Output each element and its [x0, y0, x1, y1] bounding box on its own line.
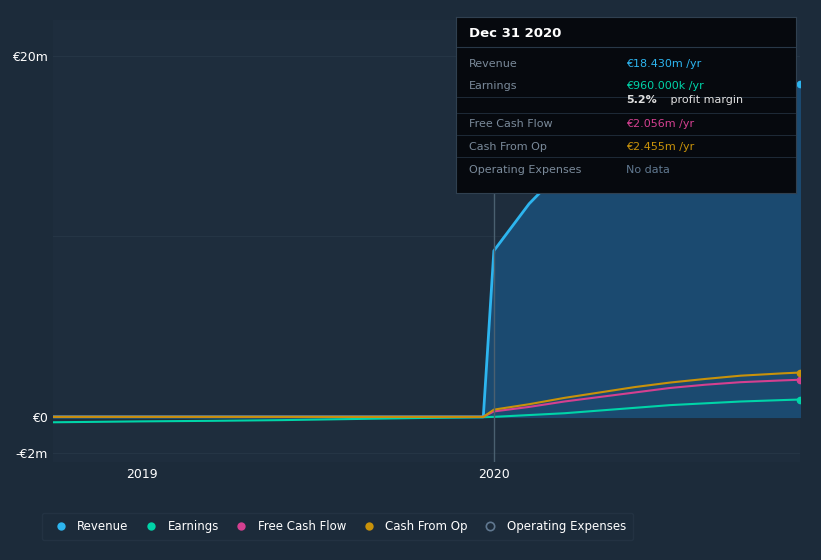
Text: Earnings: Earnings [470, 81, 518, 91]
Text: Operating Expenses: Operating Expenses [470, 165, 581, 175]
Text: €2.455m /yr: €2.455m /yr [626, 142, 695, 152]
Text: Free Cash Flow: Free Cash Flow [470, 119, 553, 129]
Text: €18.430m /yr: €18.430m /yr [626, 59, 701, 69]
Text: €960.000k /yr: €960.000k /yr [626, 81, 704, 91]
Legend: Revenue, Earnings, Free Cash Flow, Cash From Op, Operating Expenses: Revenue, Earnings, Free Cash Flow, Cash … [42, 513, 633, 540]
Text: Cash From Op: Cash From Op [470, 142, 547, 152]
Text: Dec 31 2020: Dec 31 2020 [470, 27, 562, 40]
Text: profit margin: profit margin [667, 95, 743, 105]
Text: Revenue: Revenue [470, 59, 518, 69]
Text: No data: No data [626, 165, 670, 175]
Text: €2.056m /yr: €2.056m /yr [626, 119, 694, 129]
Text: 5.2%: 5.2% [626, 95, 657, 105]
